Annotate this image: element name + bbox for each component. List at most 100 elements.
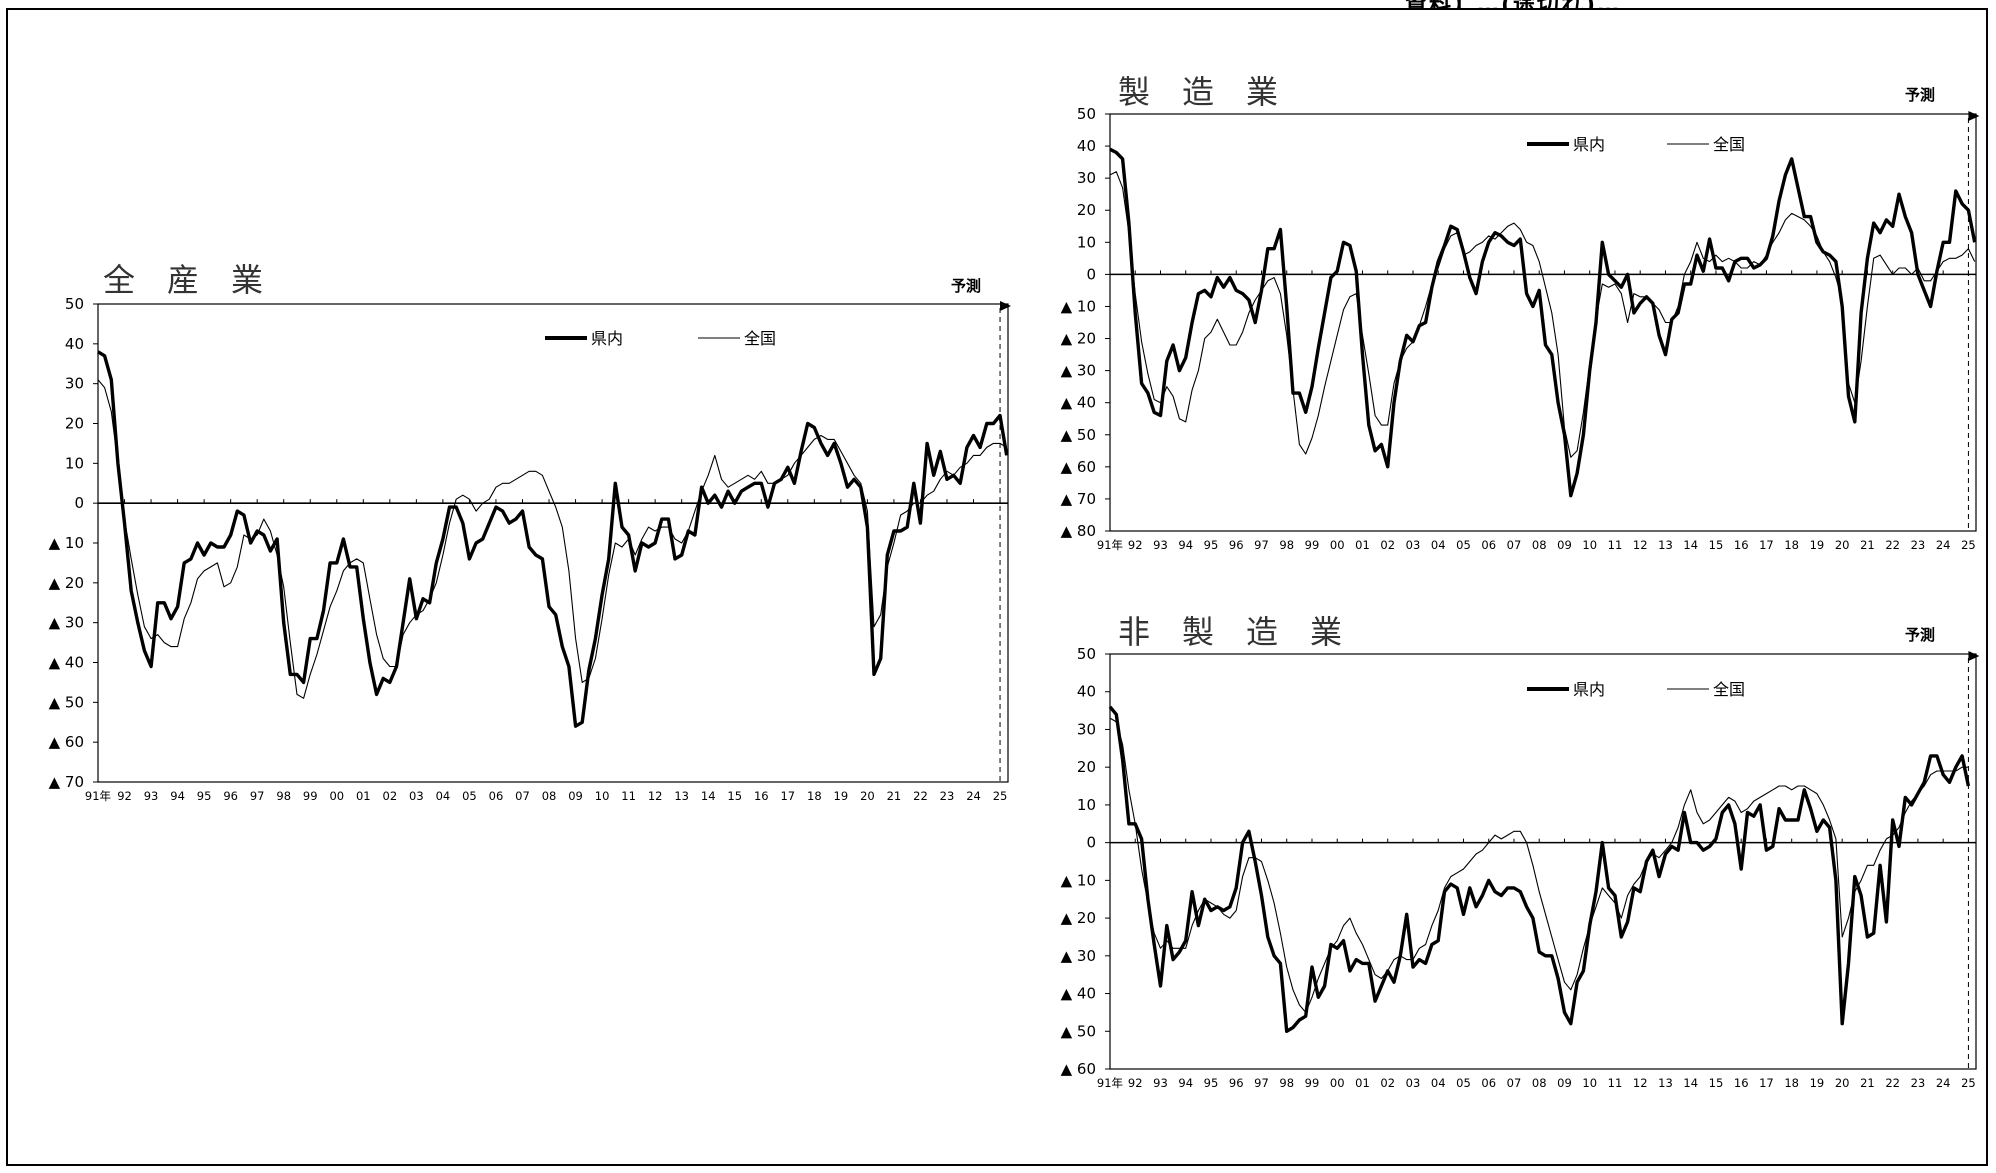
cropped-header: 資料】…(途切れ)… [0, 0, 1996, 10]
x-tick-label: 12 [1633, 1076, 1648, 1090]
x-tick-label: 98 [276, 789, 291, 803]
x-tick-label: 10 [595, 789, 610, 803]
y-tick-label: 20 [65, 415, 84, 433]
y-tick-label: ▲ 10 [1061, 297, 1096, 315]
y-tick-label: 30 [1077, 720, 1096, 738]
y-tick-label: ▲ 50 [49, 693, 84, 711]
y-tick-label: ▲ 60 [49, 733, 84, 751]
forecast-arrow-icon [1968, 651, 1980, 661]
x-tick-label: 91年 [1097, 538, 1123, 552]
series-line-prefecture [97, 350, 1009, 728]
y-tick-label: ▲ 20 [49, 574, 84, 592]
x-tick-label: 01 [1355, 1076, 1370, 1090]
x-tick-label: 92 [1128, 1076, 1143, 1090]
plot-area [1109, 113, 1977, 532]
x-tick-label: 20 [1835, 538, 1850, 552]
x-tick-label: 09 [1557, 1076, 1572, 1090]
legend-label-prefecture: 県内 [1573, 135, 1605, 154]
x-tick-label: 14 [1683, 1076, 1698, 1090]
y-tick-label: 10 [1077, 796, 1096, 814]
y-tick-label: ▲ 40 [1061, 985, 1096, 1003]
x-tick-label: 08 [1532, 1076, 1547, 1090]
y-tick-label: 0 [74, 494, 84, 512]
x-tick-label: 23 [1911, 538, 1926, 552]
series-line-national [1109, 171, 1976, 458]
x-tick-label: 00 [329, 789, 344, 803]
x-tick-label: 98 [1279, 1076, 1294, 1090]
x-tick-label: 21 [1860, 538, 1875, 552]
x-tick-label: 97 [1254, 1076, 1269, 1090]
x-tick-label: 05 [1456, 1076, 1471, 1090]
x-tick-label: 01 [1355, 538, 1370, 552]
x-tick-label: 15 [727, 789, 742, 803]
x-tick-label: 06 [489, 789, 504, 803]
x-tick-label: 05 [462, 789, 477, 803]
y-tick-label: 0 [1086, 265, 1096, 283]
forecast-arrow-icon [1968, 111, 1980, 121]
legend-label-national: 全国 [744, 329, 776, 348]
x-tick-label: 95 [1204, 538, 1219, 552]
x-tick-label: 96 [223, 789, 238, 803]
y-tick-label: ▲ 70 [1061, 490, 1096, 508]
x-tick-label: 17 [1759, 1076, 1774, 1090]
x-tick-label: 08 [542, 789, 557, 803]
x-tick-label: 04 [1431, 1076, 1446, 1090]
chart-title: 全 産 業 [103, 261, 263, 299]
x-tick-label: 10 [1582, 1076, 1597, 1090]
chart-all-industries: 全 産 業 予測 50 40 30 20 10 0 ▲ 10 ▲ 20 ▲ 30 ▲ 40 ▲ 50 ▲ … [49, 261, 1012, 803]
forecast-label: 予測 [951, 277, 981, 295]
x-tick-label: 91年 [1097, 1076, 1123, 1090]
x-tick-label: 04 [436, 789, 451, 803]
x-tick-label: 95 [1204, 1076, 1219, 1090]
x-tick-label: 18 [1784, 1076, 1799, 1090]
x-tick-label: 98 [1279, 538, 1294, 552]
x-tick-label: 15 [1709, 538, 1724, 552]
x-tick-label: 17 [1759, 538, 1774, 552]
x-tick-label: 99 [1305, 538, 1320, 552]
x-tick-label: 96 [1229, 538, 1244, 552]
x-tick-label: 99 [303, 789, 318, 803]
x-tick-label: 06 [1481, 538, 1496, 552]
y-tick-label: ▲ 60 [1061, 458, 1096, 476]
x-tick-label: 19 [1810, 538, 1825, 552]
x-tick-label: 92 [1128, 538, 1143, 552]
x-tick-label: 23 [940, 789, 955, 803]
y-tick-label: 50 [1077, 105, 1096, 123]
x-tick-label: 25 [1961, 1076, 1976, 1090]
x-tick-label: 94 [1178, 1076, 1193, 1090]
x-tick-label: 18 [807, 789, 822, 803]
y-tick-label: ▲ 30 [1061, 362, 1096, 380]
forecast-arrow-icon [1000, 301, 1012, 311]
y-tick-label: 30 [1077, 169, 1096, 187]
x-tick-label: 03 [1406, 1076, 1421, 1090]
x-tick-label: 11 [1608, 1076, 1623, 1090]
legend-label-national: 全国 [1713, 680, 1745, 699]
plot-area [97, 303, 1009, 783]
x-tick-label: 19 [1810, 1076, 1825, 1090]
y-tick-label: 30 [65, 375, 84, 393]
x-tick-label: 19 [834, 789, 849, 803]
x-tick-label: 24 [1936, 1076, 1951, 1090]
x-tick-label: 93 [1153, 1076, 1168, 1090]
x-tick-label: 22 [1885, 1076, 1900, 1090]
x-tick-label: 03 [1406, 538, 1421, 552]
chart-non-manufacturing: 非 製 造 業 予測 50 40 30 20 10 0 ▲ 10 ▲ 20 ▲ 30 ▲ 40 ▲ 50… [1061, 613, 1980, 1090]
figure-frame [6, 8, 1988, 1166]
y-tick-label: ▲ 50 [1061, 1022, 1096, 1040]
y-tick-label: ▲ 10 [49, 534, 84, 552]
legend-label-national: 全国 [1713, 135, 1745, 154]
x-tick-label: 20 [1835, 1076, 1850, 1090]
series-line-prefecture [1109, 147, 1977, 498]
y-tick-label: ▲ 20 [1061, 330, 1096, 348]
x-tick-label: 08 [1532, 538, 1547, 552]
y-tick-label: ▲ 60 [1061, 1060, 1096, 1078]
x-tick-label: 13 [674, 789, 689, 803]
x-tick-label: 09 [568, 789, 583, 803]
x-tick-label: 13 [1658, 538, 1673, 552]
x-tick-label: 93 [1153, 538, 1168, 552]
x-tick-label: 16 [754, 789, 769, 803]
y-tick-label: 40 [1077, 683, 1096, 701]
y-tick-label: ▲ 40 [49, 654, 84, 672]
x-tick-label: 05 [1456, 538, 1471, 552]
series-line-prefecture [1108, 705, 1971, 1033]
